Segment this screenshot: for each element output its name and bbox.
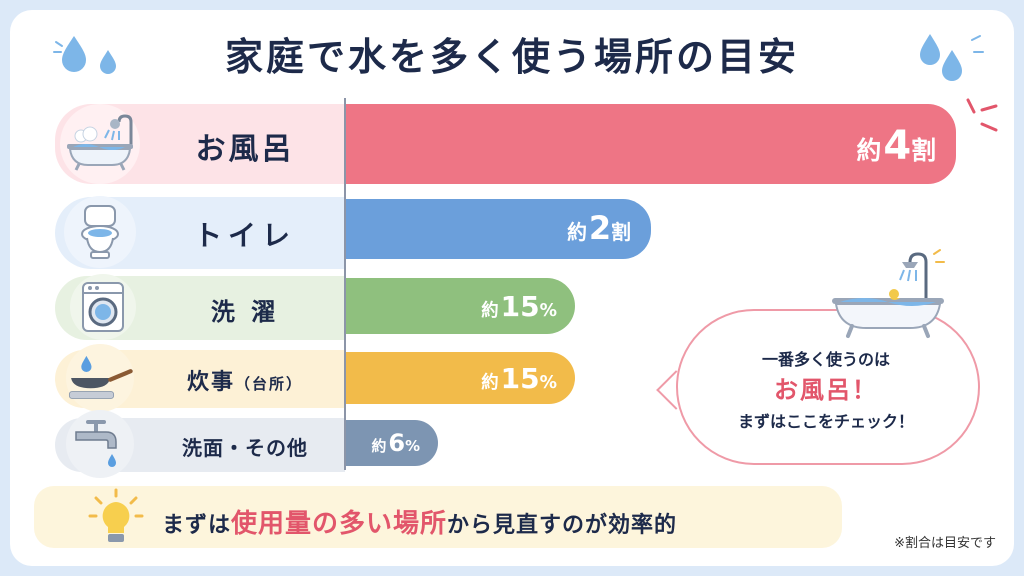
water-drops-right-icon — [920, 34, 984, 81]
label-toilet: トイレ — [193, 219, 296, 252]
toilet-icon — [64, 196, 136, 268]
footnote: ※割合は目安です — [894, 536, 996, 551]
bar-toilet — [346, 199, 651, 259]
callout-line-1: 一番多く使うのは — [761, 350, 890, 369]
label-kitchen: 炊事（台所） — [186, 370, 304, 395]
bar-bath — [346, 104, 956, 184]
faucet-icon — [66, 410, 134, 478]
water-drops-left-icon — [53, 36, 116, 74]
frying-pan-icon — [66, 344, 134, 412]
bar-label-bath: 約4割 — [856, 123, 936, 169]
bar-label-kitchen: 約15% — [481, 362, 557, 395]
callout-line-2: お風呂！ — [774, 376, 878, 404]
accent-lines-icon — [966, 98, 998, 132]
bar-label-laundry: 約15% — [481, 290, 557, 323]
washing-machine-icon — [70, 274, 136, 340]
callout-line-3: まずはここをチェック！ — [737, 412, 914, 431]
bathtub-icon — [60, 104, 140, 184]
bar-kitchen — [346, 352, 575, 404]
bar-label-toilet: 約2割 — [567, 209, 631, 247]
lightbulb-icon — [88, 488, 144, 542]
bar-label-other: 約6% — [371, 429, 420, 457]
bar-laundry — [346, 278, 575, 334]
label-bath: お風呂 — [195, 132, 295, 167]
bathtub-shower-icon — [832, 249, 945, 338]
label-other: 洗面・その他 — [182, 436, 308, 460]
chart-axis — [344, 98, 346, 470]
label-laundry: 洗 濯 — [210, 298, 280, 326]
tip-text: まずは使用量の多い場所から見直すのが効率的 — [162, 509, 678, 539]
tip-box — [34, 486, 842, 548]
bar-other — [346, 420, 438, 466]
page-title: 家庭で水を多く使う場所の目安 — [224, 35, 799, 79]
